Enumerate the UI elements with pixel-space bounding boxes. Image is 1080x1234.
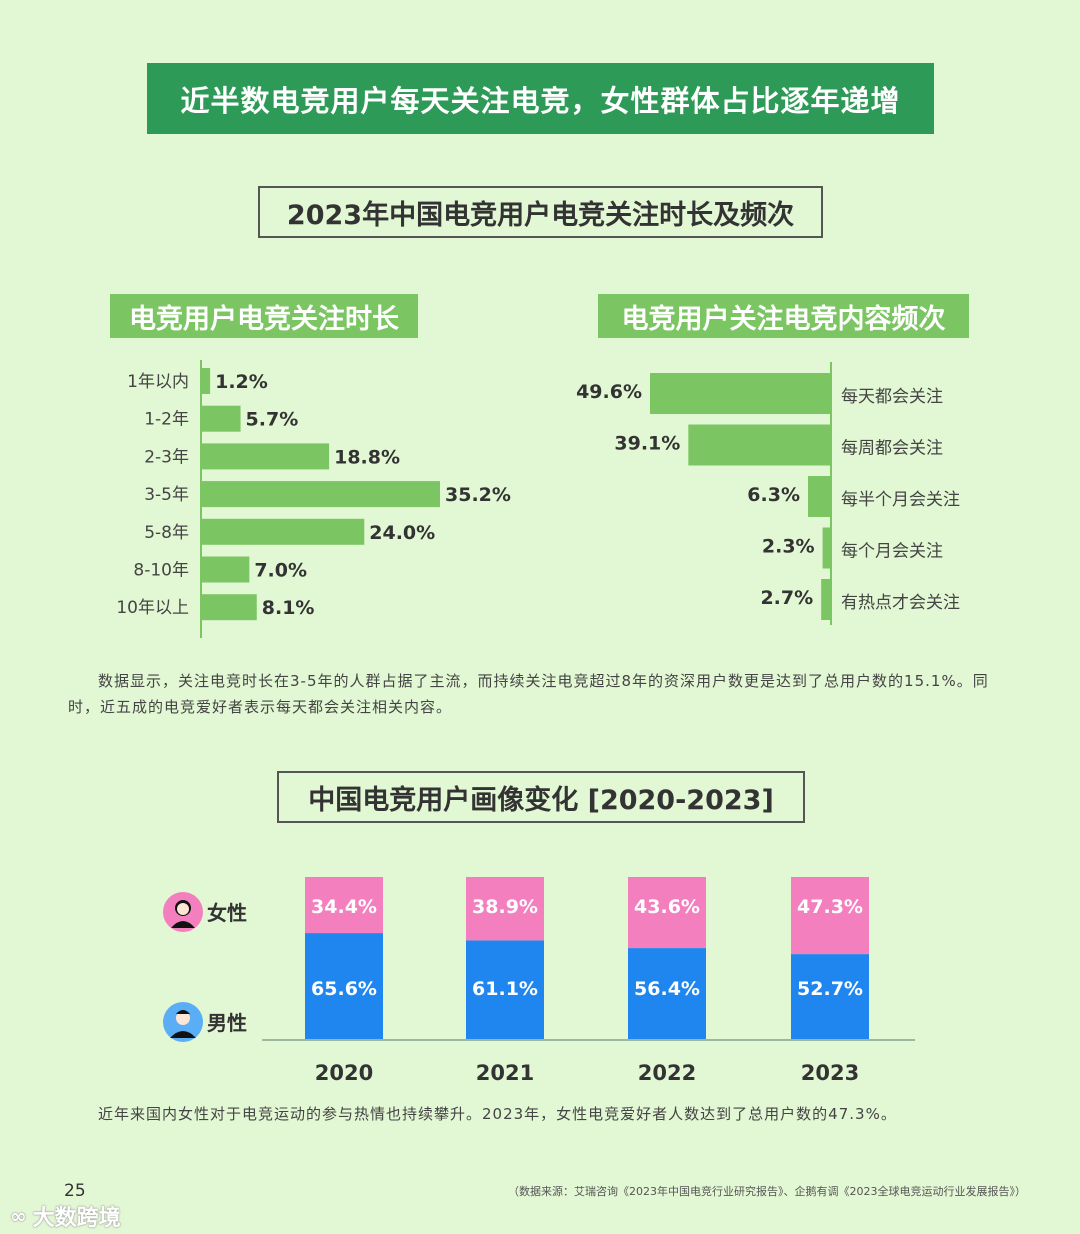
female-bar-segment [628,877,706,949]
duration-bar [202,556,250,583]
gender-stacked-chart: 34.4% 65.6% 2020 38.9% 61.1% 2021 43.6% 56.4% 20… [163,877,915,1085]
duration-bar [202,594,257,621]
duration-value-label: 8.1% [262,597,315,619]
section1-note: 数据显示，关注电竞时长在3-5年的人群占据了主流，而持续关注电竞超过8年的资深用… [68,672,989,716]
female-value-label: 38.9% [472,896,538,918]
duration-bar [202,405,241,432]
duration-value-label: 5.7% [246,409,299,431]
frequency-bar [821,579,831,620]
frequency-category-label: 每半个月会关注 [841,490,960,510]
data-source: （数据来源：艾瑞咨询《2023年中国电竞行业研究报告》、企鹅有调《2023全球电… [508,1185,1026,1198]
male-bar-segment [466,940,544,1040]
watermark-text: 大数跨境 [32,1206,121,1231]
frequency-chart-subtitle: 电竞用户关注电竞内容频次 [598,294,969,338]
watermark-logo-icon: ∞ [10,1204,27,1228]
frequency-bar [650,373,831,414]
male-value-label: 61.1% [472,978,538,1000]
frequency-value-label: 2.7% [760,587,813,609]
frequency-bar [688,424,831,466]
duration-bar [202,518,365,545]
duration-category-label: 5-8年 [144,523,189,543]
female-bar-segment [466,877,544,941]
year-tick-label: 2021 [476,1061,534,1085]
duration-category-label: 2-3年 [144,447,189,467]
page-banner-title: 近半数电竞用户每天关注电竞，女性群体占比逐年递增 [147,63,934,134]
frequency-category-label: 每周都会关注 [841,439,943,459]
frequency-category-label: 每天都会关注 [841,387,943,407]
female-value-label: 34.4% [311,896,377,918]
male-value-label: 56.4% [634,978,700,1000]
duration-value-label: 35.2% [445,484,511,506]
year-tick-label: 2023 [801,1061,859,1085]
frequency-value-label: 6.3% [747,484,800,506]
duration-category-label: 3-5年 [144,485,189,505]
duration-category-label: 10年以上 [116,598,189,618]
duration-category-label: 1-2年 [144,410,189,430]
male-bar-segment [305,933,383,1040]
female-avatar-icon [163,892,203,932]
duration-bar [202,443,330,470]
male-bar-segment [791,954,869,1040]
year-tick-label: 2020 [315,1061,373,1085]
female-value-label: 47.3% [797,896,863,918]
frequency-bar [808,476,831,517]
frequency-bar [822,527,831,569]
duration-bar [202,481,440,508]
male-legend-label: 男性 [207,1011,247,1035]
male-value-label: 65.6% [311,978,377,1000]
frequency-value-label: 49.6% [576,381,642,403]
duration-value-label: 1.2% [215,371,268,393]
duration-bar-chart: 1年以内 1.2% 1-2年 5.7% 2-3年 18.8% 3-5年 35.2% 5-8年 24… [116,360,511,638]
duration-chart-subtitle: 电竞用户电竞关注时长 [110,294,418,338]
duration-value-label: 7.0% [254,560,307,582]
duration-category-label: 8-10年 [133,561,189,581]
duration-value-label: 18.8% [334,446,400,468]
frequency-category-label: 有热点才会关注 [841,593,960,613]
male-avatar-icon [163,1002,203,1042]
duration-category-label: 1年以内 [127,372,189,392]
male-bar-segment [628,948,706,1040]
page-number: 25 [64,1181,86,1201]
female-legend-label: 女性 [207,901,247,925]
watermark: ∞ 大数跨境 [10,1200,121,1232]
female-bar-segment [305,877,383,934]
duration-value-label: 24.0% [369,522,435,544]
section1-title: 2023年中国电竞用户电竞关注时长及频次 [258,186,823,238]
frequency-category-label: 每个月会关注 [841,542,943,562]
duration-bar [202,368,211,394]
section2-note: 近年来国内女性对于电竞运动的参与热情也持续攀升。2023年，女性电竞爱好者人数达… [98,1105,897,1123]
frequency-value-label: 39.1% [614,433,680,455]
year-tick-label: 2022 [638,1061,696,1085]
frequency-bar-chart: 49.6% 每天都会关注 39.1% 每周都会关注 6.3% 每半个月会关注 2.3% 每个月… [576,362,960,625]
section2-title: 中国电竞用户画像变化 [2020-2023] [277,771,805,823]
male-value-label: 52.7% [797,978,863,1000]
female-bar-segment [791,877,869,955]
female-value-label: 43.6% [634,896,700,918]
frequency-value-label: 2.3% [762,536,815,558]
